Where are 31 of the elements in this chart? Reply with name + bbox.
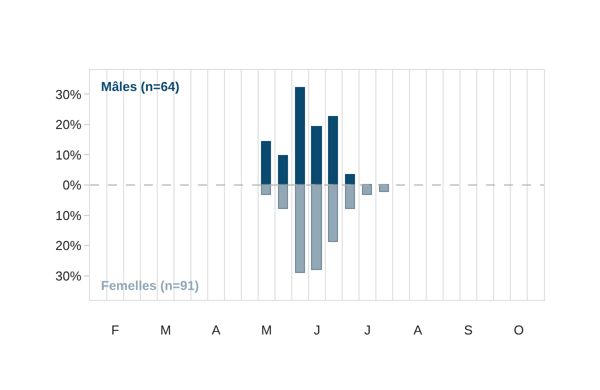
y-tick-label: 30% (55, 86, 82, 102)
bar (328, 184, 338, 242)
y-tick-label: 10% (55, 147, 82, 162)
bar (345, 184, 355, 209)
bar (261, 184, 271, 195)
x-tick-label: S (464, 322, 473, 338)
bar (295, 87, 305, 185)
x-tick-label: F (111, 322, 120, 338)
text: Femelles (n=91) (101, 278, 199, 293)
y-tick-label: 10% (55, 208, 82, 223)
x-tick-label: M (160, 322, 172, 338)
y-tick-label: 20% (55, 238, 82, 254)
bar (345, 174, 355, 185)
x-tick-label: M (261, 322, 272, 338)
bar (278, 184, 288, 209)
x-tick-label: O (514, 322, 524, 338)
x-tick-label: A (414, 322, 423, 338)
bar (328, 116, 338, 185)
text: Mâles (n=64) (101, 79, 180, 94)
x-tick-label: A (212, 322, 221, 338)
y-tick-label: 30% (55, 268, 82, 284)
x-tick-label: J (314, 322, 320, 338)
x-tick-label: J (364, 322, 371, 338)
bar (311, 184, 322, 270)
y-tick-label: 0% (62, 178, 82, 193)
y-tick-label: 20% (55, 117, 82, 132)
bar (295, 184, 305, 273)
bar (311, 126, 322, 185)
bar (261, 141, 271, 185)
bar (278, 155, 288, 185)
bar (362, 184, 372, 195)
